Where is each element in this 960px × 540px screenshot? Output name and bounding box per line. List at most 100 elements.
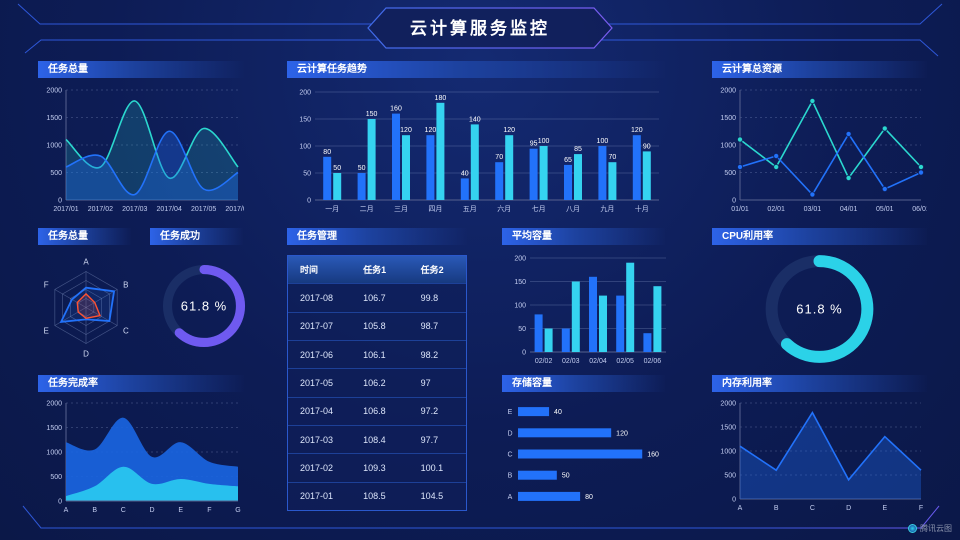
svg-text:40: 40 xyxy=(554,409,562,416)
table-cell: 105.8 xyxy=(363,321,386,332)
table-cell: 2017-06 xyxy=(300,349,334,360)
table-cell: 106.7 xyxy=(363,292,386,303)
tencent-cloud-logo-icon xyxy=(908,524,917,533)
storage-hbar-chart: E 40 D 120 C 160 B 50 A 80 xyxy=(502,393,672,515)
svg-text:100: 100 xyxy=(299,143,311,150)
table-cell: 97 xyxy=(420,377,431,388)
svg-text:80: 80 xyxy=(323,149,331,156)
svg-text:二月: 二月 xyxy=(360,205,374,213)
table-cell: 2017-03 xyxy=(300,434,334,445)
svg-text:七月: 七月 xyxy=(532,204,546,213)
tasks-total-line-chart: 0 500 1000 1500 2000 2017/01 2017/02 2017/03 201… xyxy=(38,80,250,216)
tasks-total-radar-svg: A B C D E F xyxy=(43,258,128,359)
svg-text:61.8 %: 61.8 % xyxy=(796,302,842,317)
cloud-task-trend-svg: 0 50 100 150 200 一月 二月 三月 四月 五月 六月 七月 八月 九月 十月 80 50 160 1… xyxy=(299,89,659,213)
svg-text:50: 50 xyxy=(333,165,341,172)
svg-text:50: 50 xyxy=(562,473,570,480)
table-cell: 106.8 xyxy=(363,406,386,417)
svg-text:90: 90 xyxy=(643,143,651,150)
table-row: 2017-04 106.8 97.2 xyxy=(288,396,466,425)
svg-text:C: C xyxy=(810,505,815,512)
svg-text:八月: 八月 xyxy=(566,205,580,213)
memory-line-svg: 0 500 1000 1500 2000 A B C D E F xyxy=(720,400,923,512)
panel-title: 存储容量 xyxy=(512,378,552,389)
panel-header-task-completion: 任务完成率 xyxy=(38,375,244,392)
svg-text:A: A xyxy=(83,258,89,267)
svg-text:0: 0 xyxy=(307,197,311,204)
table-cell: 97.7 xyxy=(420,434,439,445)
task-completion-svg: 0 500 1000 1500 2000 A B C D E F G xyxy=(46,400,240,514)
svg-text:1000: 1000 xyxy=(46,142,62,149)
panel-header-storage: 存储容量 xyxy=(502,375,665,392)
table-header-cell: 时间 xyxy=(300,265,319,276)
svg-text:50: 50 xyxy=(358,165,366,172)
panel-title: CPU利用率 xyxy=(722,231,774,242)
table-cell: 98.2 xyxy=(420,349,439,360)
panel-header-avg-capacity: 平均容量 xyxy=(502,228,665,245)
table-cell: 2017-07 xyxy=(300,321,334,332)
panel-header-tasks-total-line: 任务总量 xyxy=(38,61,244,78)
panel-header-cloud-total-resource: 云计算总资源 xyxy=(712,61,927,78)
tasks-total-radar-chart: A B C D E F xyxy=(36,250,136,365)
svg-text:B: B xyxy=(508,473,513,480)
svg-text:D: D xyxy=(149,507,154,514)
cloud-total-resource-svg: 0 500 1000 1500 2000 01/01 02/01 03/01 04/01 05/0… xyxy=(720,87,929,213)
table-cell: 108.5 xyxy=(363,491,386,502)
table-cell: 98.7 xyxy=(420,321,439,332)
panel-header-cloud-task-trend: 云计算任务趋势 xyxy=(287,61,665,78)
table-cell: 109.3 xyxy=(363,462,386,473)
table-header-cell: 任务1 xyxy=(363,265,387,276)
panel-title: 任务管理 xyxy=(297,231,337,242)
svg-text:1000: 1000 xyxy=(720,448,736,455)
table-header-row: 时间 任务1 任务2 xyxy=(288,256,466,284)
table-cell: 2017-04 xyxy=(300,406,334,417)
table-cell: 100.1 xyxy=(420,462,444,473)
svg-text:一月: 一月 xyxy=(325,205,339,213)
svg-text:02/05: 02/05 xyxy=(616,358,634,365)
svg-text:1500: 1500 xyxy=(46,425,62,432)
svg-text:85: 85 xyxy=(574,146,582,153)
panel-title: 任务总量 xyxy=(48,64,88,75)
svg-text:B: B xyxy=(123,281,128,290)
svg-text:2000: 2000 xyxy=(720,400,736,407)
svg-text:160: 160 xyxy=(390,106,402,113)
svg-text:2000: 2000 xyxy=(46,87,62,94)
svg-text:E: E xyxy=(882,505,887,512)
svg-text:三月: 三月 xyxy=(394,205,408,213)
table-cell: 108.4 xyxy=(363,434,386,445)
svg-text:80: 80 xyxy=(585,494,593,501)
table-row: 2017-01 108.5 104.5 xyxy=(288,481,466,510)
table-row: 2017-06 106.1 98.2 xyxy=(288,339,466,369)
table-cell: 2017-05 xyxy=(300,377,334,388)
svg-text:0: 0 xyxy=(732,496,736,503)
cloud-total-resource-chart: 0 500 1000 1500 2000 01/01 02/01 03/01 04/01 05/0… xyxy=(712,80,929,216)
panel-header-task-table: 任务管理 xyxy=(287,228,467,245)
svg-text:C: C xyxy=(121,507,126,514)
svg-text:150: 150 xyxy=(299,116,311,123)
svg-text:02/04: 02/04 xyxy=(589,358,607,365)
svg-text:1000: 1000 xyxy=(46,449,62,456)
svg-text:F: F xyxy=(207,507,211,514)
svg-text:500: 500 xyxy=(724,170,736,177)
svg-text:0: 0 xyxy=(58,498,62,505)
svg-text:95: 95 xyxy=(530,141,538,148)
svg-text:1000: 1000 xyxy=(720,142,736,149)
svg-text:六月: 六月 xyxy=(497,204,511,213)
page-title: 云计算服务监控 xyxy=(410,19,550,38)
table-cell: 97.2 xyxy=(420,406,439,417)
tasks-total-line-svg: 0 500 1000 1500 2000 2017/01 2017/02 2017/03 201… xyxy=(46,87,250,213)
svg-text:120: 120 xyxy=(616,430,628,437)
svg-text:160: 160 xyxy=(647,452,659,459)
avg-capacity-chart: 0 50 100 150 200 02/02 02/03 02/04 02/05 02/06 xyxy=(502,246,672,368)
svg-text:200: 200 xyxy=(514,255,526,262)
table-cell: 2017-02 xyxy=(300,462,334,473)
svg-text:02/06: 02/06 xyxy=(644,358,662,365)
svg-text:2017/01: 2017/01 xyxy=(53,206,78,213)
table-cell: 2017-08 xyxy=(300,292,334,303)
svg-text:140: 140 xyxy=(469,116,481,123)
svg-text:C: C xyxy=(507,452,512,459)
svg-text:十月: 十月 xyxy=(635,204,649,213)
svg-text:2000: 2000 xyxy=(720,87,736,94)
panel-header-task-success: 任务成功 xyxy=(150,228,243,245)
table-cell: 99.8 xyxy=(420,292,439,303)
